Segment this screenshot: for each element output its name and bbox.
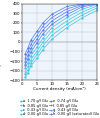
d  0.00 g/l Glu [24,67,26,69]
b  0.85 g/l Glu [30,62,32,64]
Line: e  0.74 g/l Glu: e 0.74 g/l Glu [24,3,98,66]
h  0.00 g/l (saturated) Glu [30,39,32,41]
Line: f  0.85 g/l Glu: f 0.85 g/l Glu [24,3,98,62]
f  0.85 g/l Glu [30,47,32,49]
e  0.74 g/l Glu [81,6,83,8]
c  0.43 g/l Glu [30,59,32,60]
Text: Tensile: Tensile [0,15,2,29]
e  0.74 g/l Glu [42,33,44,34]
d  0.00 g/l Glu [66,17,68,18]
Text: Compressive: Compressive [0,48,2,74]
a  1.70 g/l Glu [24,77,26,78]
h  0.00 g/l (saturated) Glu [42,22,44,23]
g  0.43 g/l Glu [30,44,32,45]
d  0.00 g/l Glu [42,37,44,39]
c  0.43 g/l Glu [24,71,26,72]
Line: h  0.00 g/l (saturated) Glu: h 0.00 g/l (saturated) Glu [24,3,98,55]
e  0.74 g/l Glu [27,58,29,59]
h  0.00 g/l (saturated) Glu [27,47,29,48]
c  0.43 g/l Glu [42,41,44,43]
b  0.85 g/l Glu [27,69,29,70]
d  0.00 g/l Glu [51,27,53,28]
a  1.70 g/l Glu [51,38,53,40]
e  0.74 g/l Glu [51,23,53,25]
g  0.43 g/l Glu [96,3,98,4]
a  1.70 g/l Glu [30,65,32,67]
g  0.43 g/l Glu [81,4,83,5]
a  1.70 g/l Glu [42,49,44,50]
c  0.43 g/l Glu [36,50,38,52]
h  0.00 g/l (saturated) Glu [24,54,26,55]
b  0.85 g/l Glu [66,23,68,25]
h  0.00 g/l (saturated) Glu [36,31,38,32]
g  0.43 g/l Glu [66,8,68,10]
b  0.85 g/l Glu [81,14,83,16]
a  1.70 g/l Glu [36,57,38,59]
Line: c  0.43 g/l Glu: c 0.43 g/l Glu [24,5,98,72]
b  0.85 g/l Glu [51,34,53,36]
h  0.00 g/l (saturated) Glu [81,3,83,5]
e  0.74 g/l Glu [96,3,98,5]
e  0.74 g/l Glu [24,64,26,66]
a  1.70 g/l Glu [27,72,29,73]
e  0.74 g/l Glu [36,42,38,44]
f  0.85 g/l Glu [51,20,53,21]
d  0.00 g/l Glu [36,46,38,48]
f  0.85 g/l Glu [96,3,98,4]
a  1.70 g/l Glu [96,10,98,11]
c  0.43 g/l Glu [96,5,98,7]
f  0.85 g/l Glu [27,55,29,56]
f  0.85 g/l Glu [66,11,68,12]
g  0.43 g/l Glu [42,25,44,27]
c  0.43 g/l Glu [66,20,68,21]
d  0.00 g/l Glu [96,4,98,5]
X-axis label: Current density (mA/cm²): Current density (mA/cm²) [33,87,86,91]
c  0.43 g/l Glu [51,31,53,32]
b  0.85 g/l Glu [96,7,98,9]
g  0.43 g/l Glu [36,34,38,36]
h  0.00 g/l (saturated) Glu [66,6,68,7]
d  0.00 g/l Glu [81,9,83,10]
Line: d  0.00 g/l Glu: d 0.00 g/l Glu [24,4,98,69]
a  1.70 g/l Glu [66,27,68,28]
h  0.00 g/l (saturated) Glu [51,13,53,15]
d  0.00 g/l Glu [27,62,29,63]
a  1.70 g/l Glu [81,17,83,19]
c  0.43 g/l Glu [27,66,29,67]
b  0.85 g/l Glu [24,74,26,75]
g  0.43 g/l Glu [27,51,29,52]
b  0.85 g/l Glu [42,45,44,46]
e  0.74 g/l Glu [66,14,68,15]
h  0.00 g/l (saturated) Glu [96,3,98,4]
Legend: a  1.70 g/l Glu, b  0.85 g/l Glu, c  0.43 g/l Glu, d  0.00 g/l Glu, e  0.74 g/l : a 1.70 g/l Glu, b 0.85 g/l Glu, c 0.43 g… [20,99,99,117]
e  0.74 g/l Glu [30,51,32,53]
f  0.85 g/l Glu [36,38,38,40]
c  0.43 g/l Glu [81,11,83,13]
g  0.43 g/l Glu [24,57,26,59]
f  0.85 g/l Glu [81,5,83,6]
d  0.00 g/l Glu [30,55,32,57]
Line: b  0.85 g/l Glu: b 0.85 g/l Glu [24,7,98,75]
g  0.43 g/l Glu [51,17,53,18]
f  0.85 g/l Glu [24,61,26,62]
Line: g  0.43 g/l Glu: g 0.43 g/l Glu [24,3,98,59]
f  0.85 g/l Glu [42,29,44,31]
Line: a  1.70 g/l Glu: a 1.70 g/l Glu [24,9,98,78]
b  0.85 g/l Glu [36,54,38,55]
